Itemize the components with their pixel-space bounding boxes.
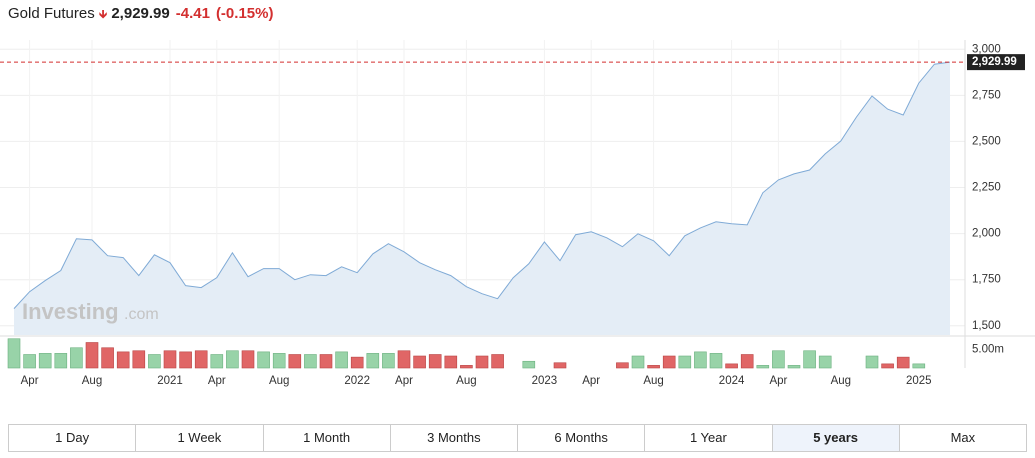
x-tick-label: Apr [769,375,787,387]
volume-bar [38,353,52,369]
volume-bar [382,353,395,369]
volume-bar [818,355,832,369]
volume-bar [865,355,879,369]
volume-bar [116,351,130,369]
instrument-name: Gold Futures [8,5,95,22]
price: 2,929.99 [111,5,170,22]
x-tick-label: 2021 [157,375,183,387]
volume-bar [475,355,489,369]
volume-bar [444,355,458,369]
volume-bar [522,360,536,369]
last-price-box [967,54,1025,71]
x-tick-label: Apr [208,375,226,387]
range-button[interactable]: 6 Months [518,425,646,451]
x-tick-label: Apr [21,375,39,387]
line [13,61,951,309]
volume-bar [304,354,317,369]
volume-bar [647,365,660,369]
y-tick-label: 2,750 [972,89,1001,101]
volume-bar [881,363,894,369]
volume-bar [662,355,676,369]
volume-bar [413,355,426,369]
x-tick-label: Aug [456,375,476,387]
volume-bar [257,351,270,369]
volume-bar [226,350,239,369]
volume-bar [54,353,68,369]
volume-bar [179,351,192,369]
volume-bar [70,347,83,369]
volume-bar [616,362,629,369]
y-tick-label: 1,750 [972,274,1001,286]
volume-bar [912,363,926,369]
down-arrow: 🡻 [98,7,108,21]
range-button[interactable]: 1 Day [9,425,137,451]
volume-bar [740,354,754,369]
volume-bar [350,356,364,369]
volume-bar [288,354,302,369]
volume-bar [428,354,442,369]
volume-bar [491,354,504,369]
y-tick-label: 3,000 [972,43,1001,55]
volume-bar [241,350,255,369]
volume-tick-label: 5.00m [972,343,1004,355]
volume-bar [460,365,473,369]
volume-bar [148,354,161,369]
x-tick-label: Apr [582,375,600,387]
volume-bar [132,350,146,369]
range-button[interactable]: 1 Month [264,425,391,451]
range-selector: 1 Day 1 Week 1 Month 3 Months 6 Months 1 Year… [8,424,1027,452]
volume-bar [694,351,707,369]
volume-bar [772,350,785,369]
y-tick-label: 2,250 [972,182,1001,194]
volume-bar [194,350,208,369]
volume-bar [366,353,380,369]
volume-bar [896,356,910,369]
range-button[interactable]: 1 Week [136,425,264,451]
volume-bar [163,350,177,369]
y-tick-label: 1,500 [972,320,1001,332]
volume-bar [631,355,645,369]
y-tick-label: 2,500 [972,135,1001,147]
chart: 1,500 1,750 2,000 2,250 2,500 2,750 3,000 Apr Au… [0,40,1035,387]
volume-bar [101,347,114,369]
x-tick-label: 2024 [719,375,745,387]
range-button[interactable]: 1 Year [645,425,773,451]
volume-bar [319,354,333,369]
x-tick-label: Apr [395,375,413,387]
x-tick-label: Aug [643,375,663,387]
volume-bar [678,355,692,369]
x-tick-label: Aug [831,375,851,387]
volume-bar [553,362,567,369]
volume-bar [803,350,816,369]
volume-bar [756,365,770,369]
volume-bar [85,342,99,369]
plot: 1,500 1,750 2,000 2,250 2,500 2,750 3,000 Apr Au… [0,40,1035,387]
y-tick-label: 2,000 [972,228,1001,240]
volume-bar [709,353,723,369]
change-pct: (-0.15%) [215,5,274,22]
change: -4.41 [175,5,210,22]
watermark: Investing [22,299,119,324]
area [14,62,950,335]
volume-bar [725,363,738,369]
volume-bar [23,354,36,369]
range-button[interactable]: 5 years [772,425,900,451]
watermark-suffix: .com [124,306,159,323]
x-tick-label: 2023 [532,375,558,387]
volume-bar [335,351,348,369]
x-tick-label: 2025 [906,375,932,387]
x-tick-label: Aug [82,375,102,387]
volume-bar [210,354,224,369]
x-tick-label: Aug [269,375,289,387]
volume-bar [7,338,21,369]
volume-bar [787,365,801,369]
last-price-label: 2,929.99 [972,56,1017,68]
volume-bar [272,353,286,369]
header: Gold Futures 🡻 2,929.99 -4.41 (-0.15%) [8,5,273,26]
range-button[interactable]: Max [950,430,976,445]
volume-bar [397,350,411,369]
x-tick-label: 2022 [344,375,370,387]
range-button[interactable]: 3 Months [391,425,518,451]
